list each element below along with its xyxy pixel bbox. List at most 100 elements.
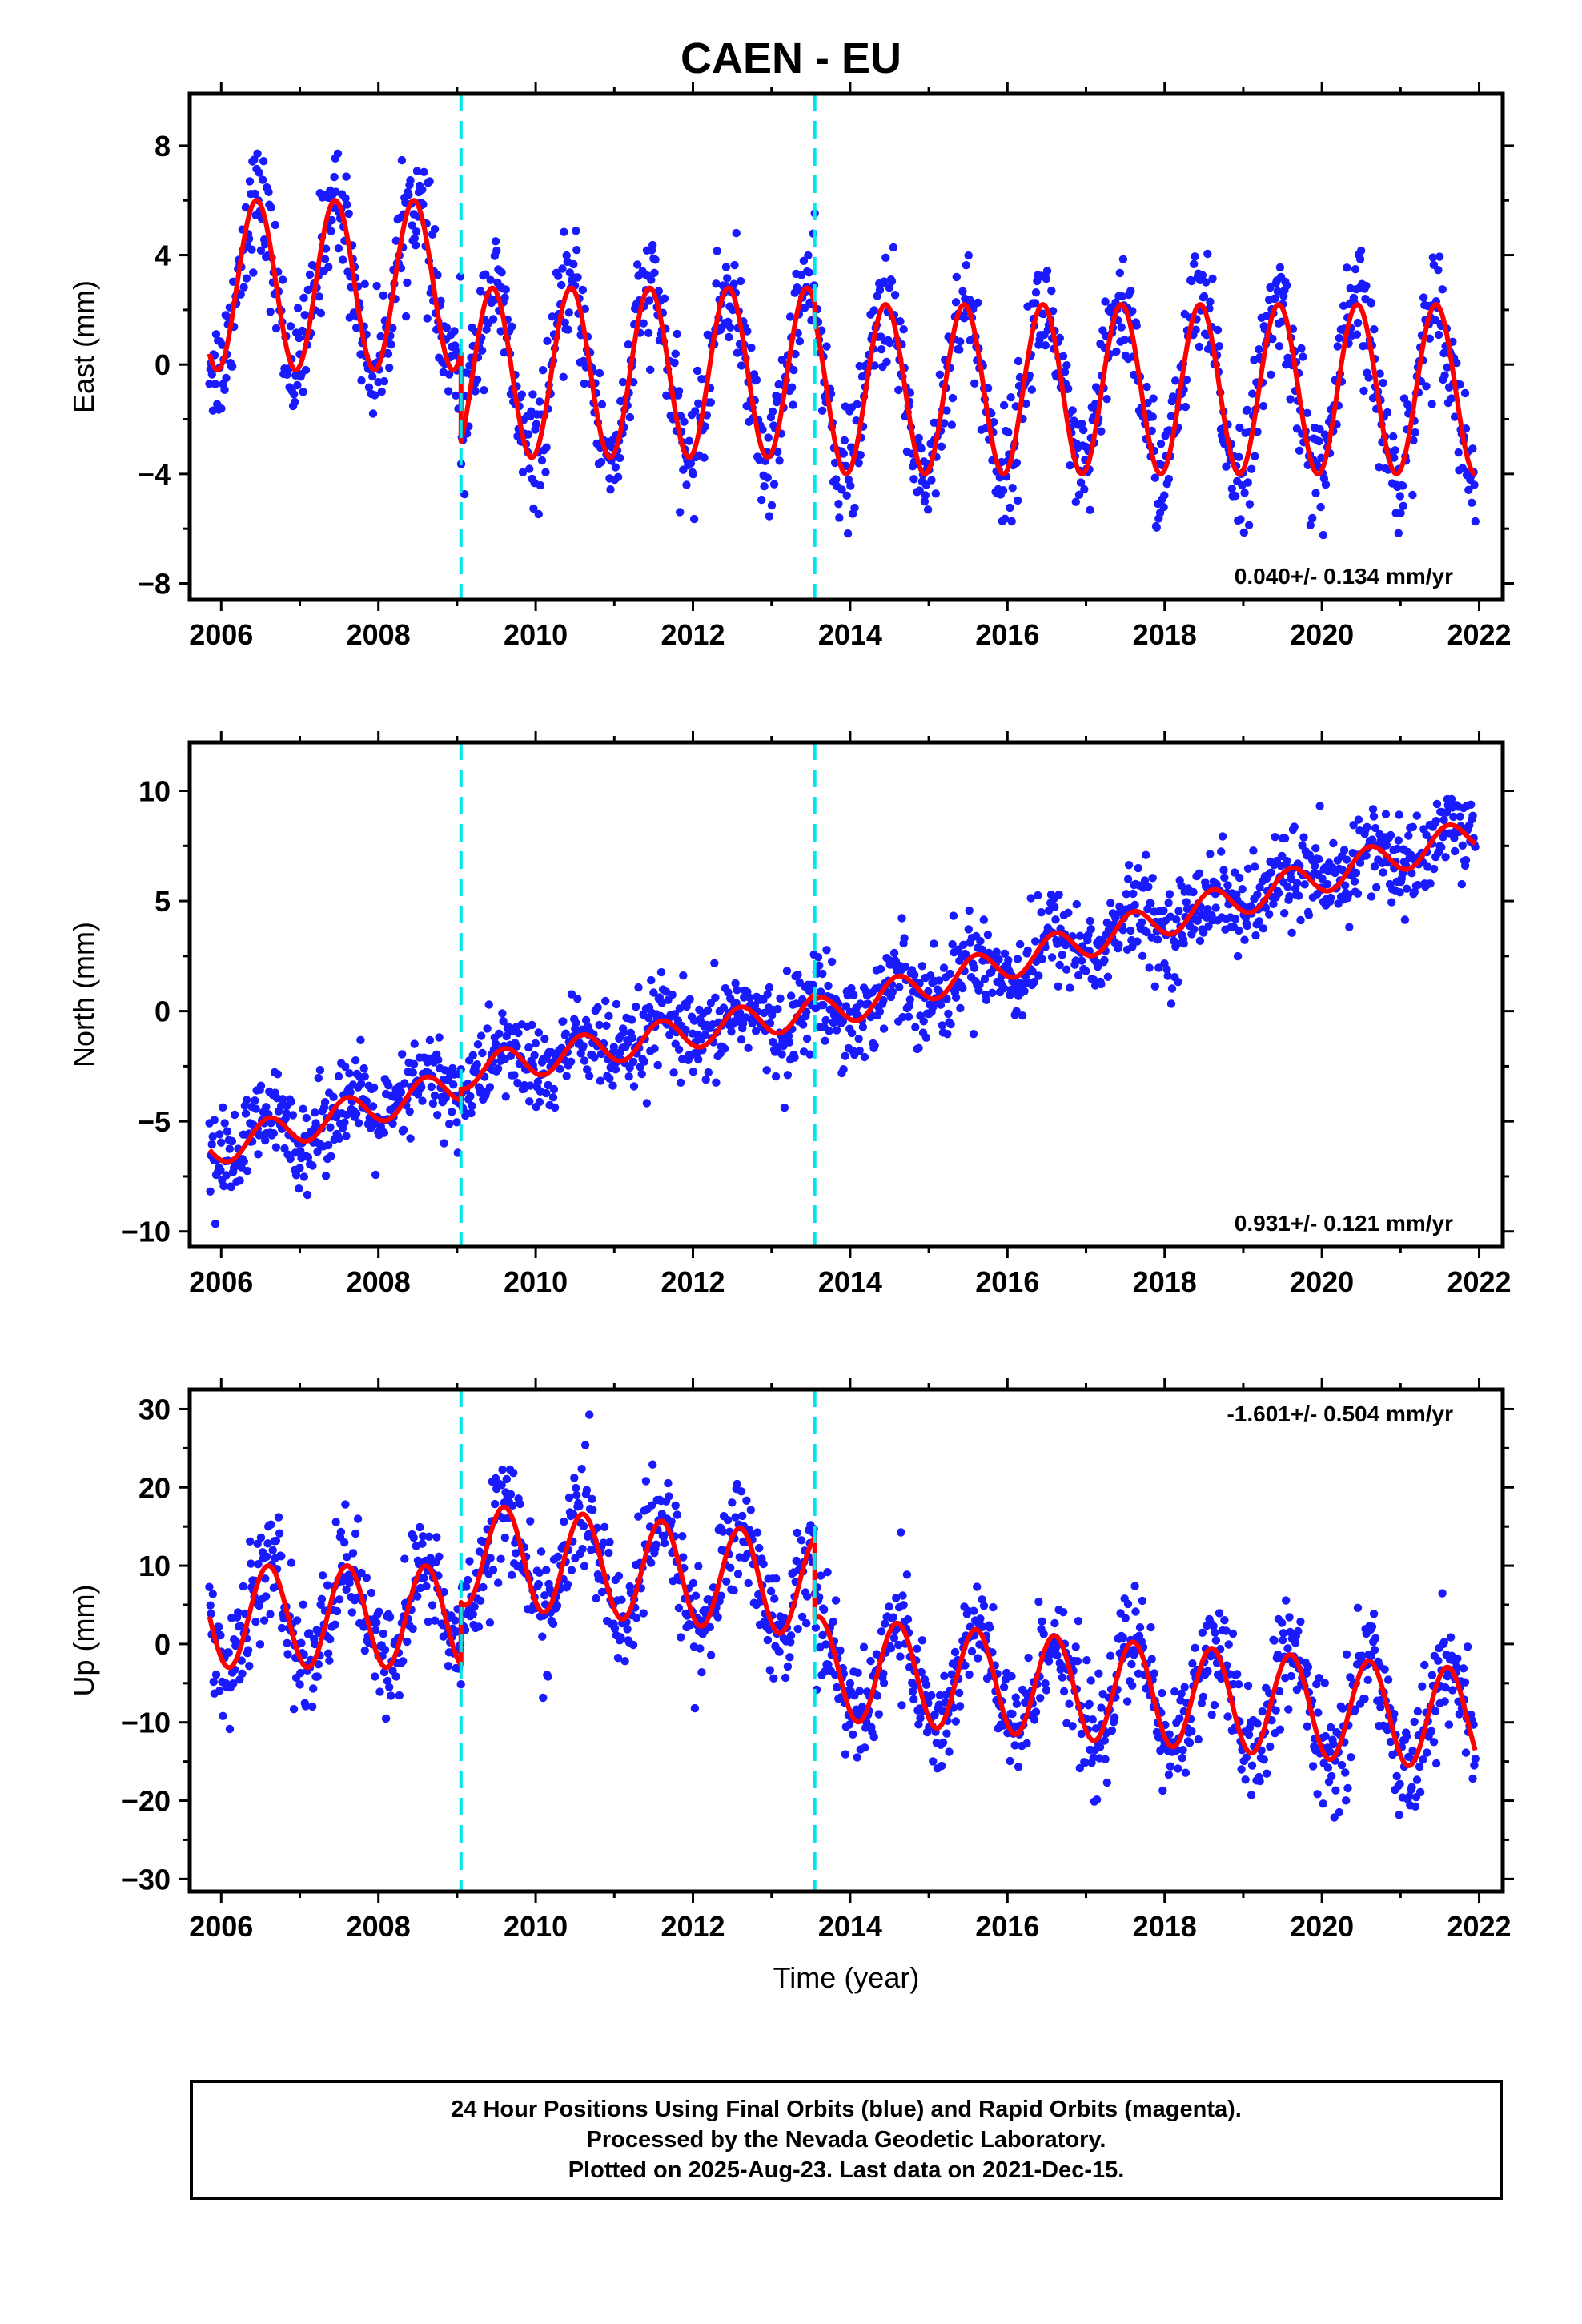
data-point <box>1047 953 1057 962</box>
data-point <box>253 149 262 158</box>
x-tick-label: 2018 <box>1133 618 1197 651</box>
data-point <box>371 1170 380 1180</box>
data-point <box>251 189 259 199</box>
data-point <box>333 149 343 158</box>
data-point <box>216 1630 225 1640</box>
data-point <box>1362 851 1371 860</box>
data-point <box>343 200 351 209</box>
data-point <box>1395 1779 1404 1788</box>
data-point <box>380 1646 390 1655</box>
data-point <box>1249 846 1258 855</box>
data-point <box>400 1079 409 1088</box>
data-point <box>942 1729 951 1738</box>
data-point <box>900 934 909 943</box>
data-point <box>1316 502 1325 512</box>
y-tick-label: 10 <box>139 775 171 808</box>
data-point <box>920 497 930 506</box>
data-point <box>1463 1642 1472 1651</box>
x-axis-title: Time (year) <box>773 1961 920 1994</box>
data-point <box>1023 946 1032 955</box>
data-point <box>572 227 580 235</box>
data-point <box>1457 879 1467 889</box>
data-point <box>608 1081 617 1090</box>
data-point <box>222 373 231 383</box>
data-point <box>428 1601 437 1610</box>
data-point <box>1065 1699 1074 1708</box>
data-point <box>1086 925 1095 934</box>
data-point <box>433 1111 442 1120</box>
data-point <box>1218 832 1227 841</box>
data-point <box>1251 931 1260 940</box>
data-point <box>534 1028 543 1037</box>
data-point <box>1034 971 1043 980</box>
data-point <box>1391 446 1399 455</box>
data-point <box>385 1613 395 1622</box>
data-point <box>1341 1768 1350 1777</box>
data-point <box>627 1015 636 1024</box>
data-point <box>1128 307 1137 316</box>
data-point <box>1199 928 1208 937</box>
data-point <box>1367 299 1376 308</box>
data-point <box>1180 1683 1189 1691</box>
data-point <box>387 1691 396 1700</box>
data-point <box>1012 1699 1022 1708</box>
data-point <box>1303 408 1312 417</box>
data-point <box>397 155 407 165</box>
data-point <box>623 1625 632 1634</box>
data-point <box>263 1552 271 1562</box>
data-point <box>1432 799 1442 809</box>
data-point <box>1315 854 1323 864</box>
data-point <box>1383 408 1392 417</box>
data-point <box>919 1017 928 1026</box>
data-point <box>269 1129 278 1138</box>
data-point <box>219 1103 227 1112</box>
data-point <box>395 1691 404 1700</box>
data-point <box>375 1687 384 1696</box>
data-point <box>671 1501 680 1510</box>
data-point <box>1050 1618 1059 1628</box>
data-point <box>914 1043 923 1053</box>
data-point <box>1251 862 1259 871</box>
data-point <box>1251 452 1259 460</box>
data-point <box>1394 836 1403 845</box>
data-point <box>1441 1683 1450 1692</box>
data-point <box>1189 887 1198 897</box>
data-point <box>528 1020 536 1030</box>
data-point <box>917 1636 927 1645</box>
data-point <box>433 271 442 279</box>
data-point <box>1112 347 1121 356</box>
data-point <box>440 1066 449 1075</box>
data-point <box>1415 1787 1425 1797</box>
y-tick-label: 10 <box>139 1550 171 1582</box>
data-point <box>1266 283 1275 292</box>
data-point <box>1107 1726 1117 1735</box>
data-point <box>314 1073 323 1083</box>
data-point <box>1191 252 1199 261</box>
data-point <box>832 475 841 484</box>
data-point <box>824 1660 833 1669</box>
data-point <box>1140 876 1150 885</box>
data-point <box>901 962 910 971</box>
data-point <box>633 260 642 269</box>
data-point <box>694 399 703 408</box>
data-point <box>1350 877 1359 886</box>
data-point <box>1206 297 1215 306</box>
data-point <box>567 1566 576 1574</box>
data-point <box>876 964 885 974</box>
data-point <box>1182 898 1191 907</box>
data-point <box>451 1616 460 1625</box>
data-point <box>255 168 263 177</box>
data-point <box>496 1554 505 1563</box>
data-point <box>1259 924 1268 933</box>
data-point <box>1273 287 1283 296</box>
data-point <box>1127 1659 1136 1669</box>
data-point <box>316 308 326 318</box>
data-point <box>1295 891 1303 900</box>
data-point <box>357 1568 366 1578</box>
data-point <box>1449 812 1458 822</box>
data-point <box>1162 965 1171 974</box>
data-point <box>1259 1755 1269 1764</box>
data-point <box>525 1097 534 1106</box>
data-point <box>917 444 926 453</box>
data-point <box>1243 1681 1253 1691</box>
